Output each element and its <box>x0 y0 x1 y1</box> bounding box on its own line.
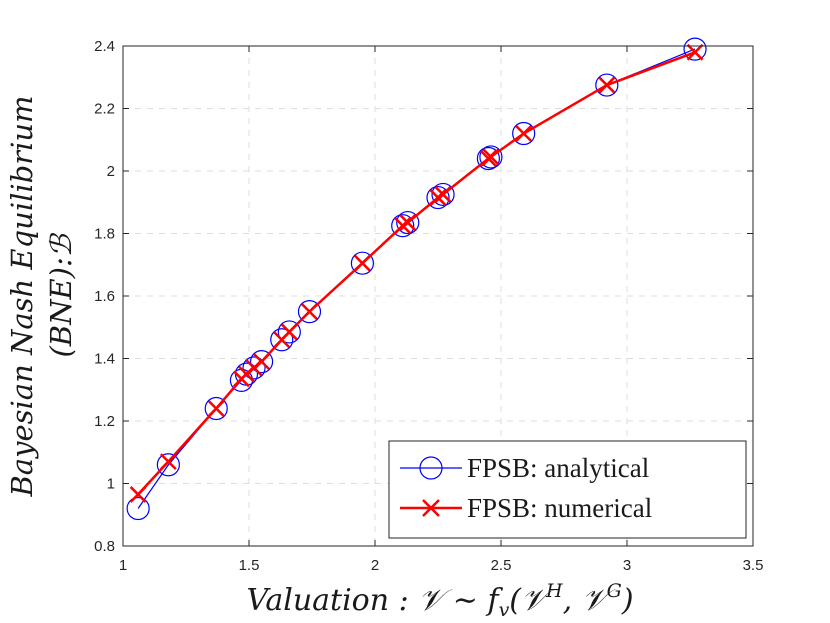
data-point-analytical <box>431 182 455 207</box>
y-tick-label: 1 <box>107 476 115 493</box>
data-point-analytical <box>512 121 536 146</box>
data-point-numerical <box>354 254 371 272</box>
series-layer <box>126 37 707 521</box>
data-point-numerical <box>253 353 270 371</box>
data-point-numerical <box>515 125 533 142</box>
data-point-numerical <box>429 189 447 206</box>
data-point-analytical <box>297 300 322 324</box>
y-axis-label: Bayesian Nash Equilibrium (BNE):ℬ <box>5 95 78 497</box>
x-axis-label: Valuation : 𝒱 ∼ fv(𝒱H, 𝒱G) <box>246 580 633 621</box>
data-point-analytical <box>595 73 619 97</box>
data-point-numerical <box>434 186 452 203</box>
data-point-analytical <box>391 214 415 238</box>
data-point-analytical <box>277 320 301 344</box>
data-point-analytical <box>250 350 274 374</box>
data-point-analytical <box>479 145 503 169</box>
legend: FPSB: analytical FPSB: numerical <box>388 440 747 539</box>
data-point-analytical <box>242 356 266 380</box>
x-tick-label: 2 <box>371 557 379 574</box>
data-point-analytical <box>426 185 450 210</box>
data-point-numerical <box>129 486 147 503</box>
y-tick-label: 0.8 <box>94 538 115 555</box>
y-tick-label: 1.8 <box>94 226 115 243</box>
ticks: 1 1.5 2 2.5 3 3.50.811.21.41.61.822.22.4 <box>94 38 763 574</box>
data-point-analytical <box>126 496 150 521</box>
data-point-numerical <box>301 303 318 321</box>
y-tick-label: 2.2 <box>94 101 115 118</box>
y-axis-label-line2: (BNE):ℬ <box>44 232 78 357</box>
x-tick-label: 1.5 <box>239 557 260 574</box>
x-tick-label: 3.5 <box>743 557 764 574</box>
y-tick-label: 1.4 <box>94 351 115 368</box>
data-point-numerical <box>686 43 704 61</box>
data-point-numerical <box>399 214 417 231</box>
data-point-numerical <box>280 323 298 341</box>
data-point-analytical <box>350 251 374 275</box>
data-point-analytical <box>270 328 294 352</box>
data-point-numerical <box>207 400 225 417</box>
data-point-analytical <box>156 453 180 477</box>
y-tick-label: 2.4 <box>94 38 115 55</box>
data-point-analytical <box>204 396 228 421</box>
data-point-analytical <box>683 37 707 61</box>
y-tick-label: 1.2 <box>94 413 115 430</box>
legend-label-numerical: FPSB: numerical <box>467 493 652 523</box>
data-point-numerical <box>482 148 500 166</box>
data-point-analytical <box>476 146 500 171</box>
data-point-numerical <box>159 453 177 471</box>
x-tick-label: 2.5 <box>491 557 512 574</box>
x-tick-label: 1 <box>119 557 127 574</box>
legend-label-analytical: FPSB: analytical <box>467 453 649 483</box>
data-point-numerical <box>598 76 616 94</box>
legend-marker-numerical <box>422 499 440 517</box>
y-axis-label-line1: Bayesian Nash Equilibrium <box>5 95 39 497</box>
data-point-numerical <box>394 217 412 235</box>
legend-box <box>388 440 747 539</box>
legend-marker-analytical <box>419 456 443 480</box>
x-tick-label: 3 <box>623 557 631 574</box>
y-tick-label: 1.6 <box>94 288 115 305</box>
y-tick-label: 2 <box>107 163 115 180</box>
data-point-analytical <box>396 210 420 235</box>
